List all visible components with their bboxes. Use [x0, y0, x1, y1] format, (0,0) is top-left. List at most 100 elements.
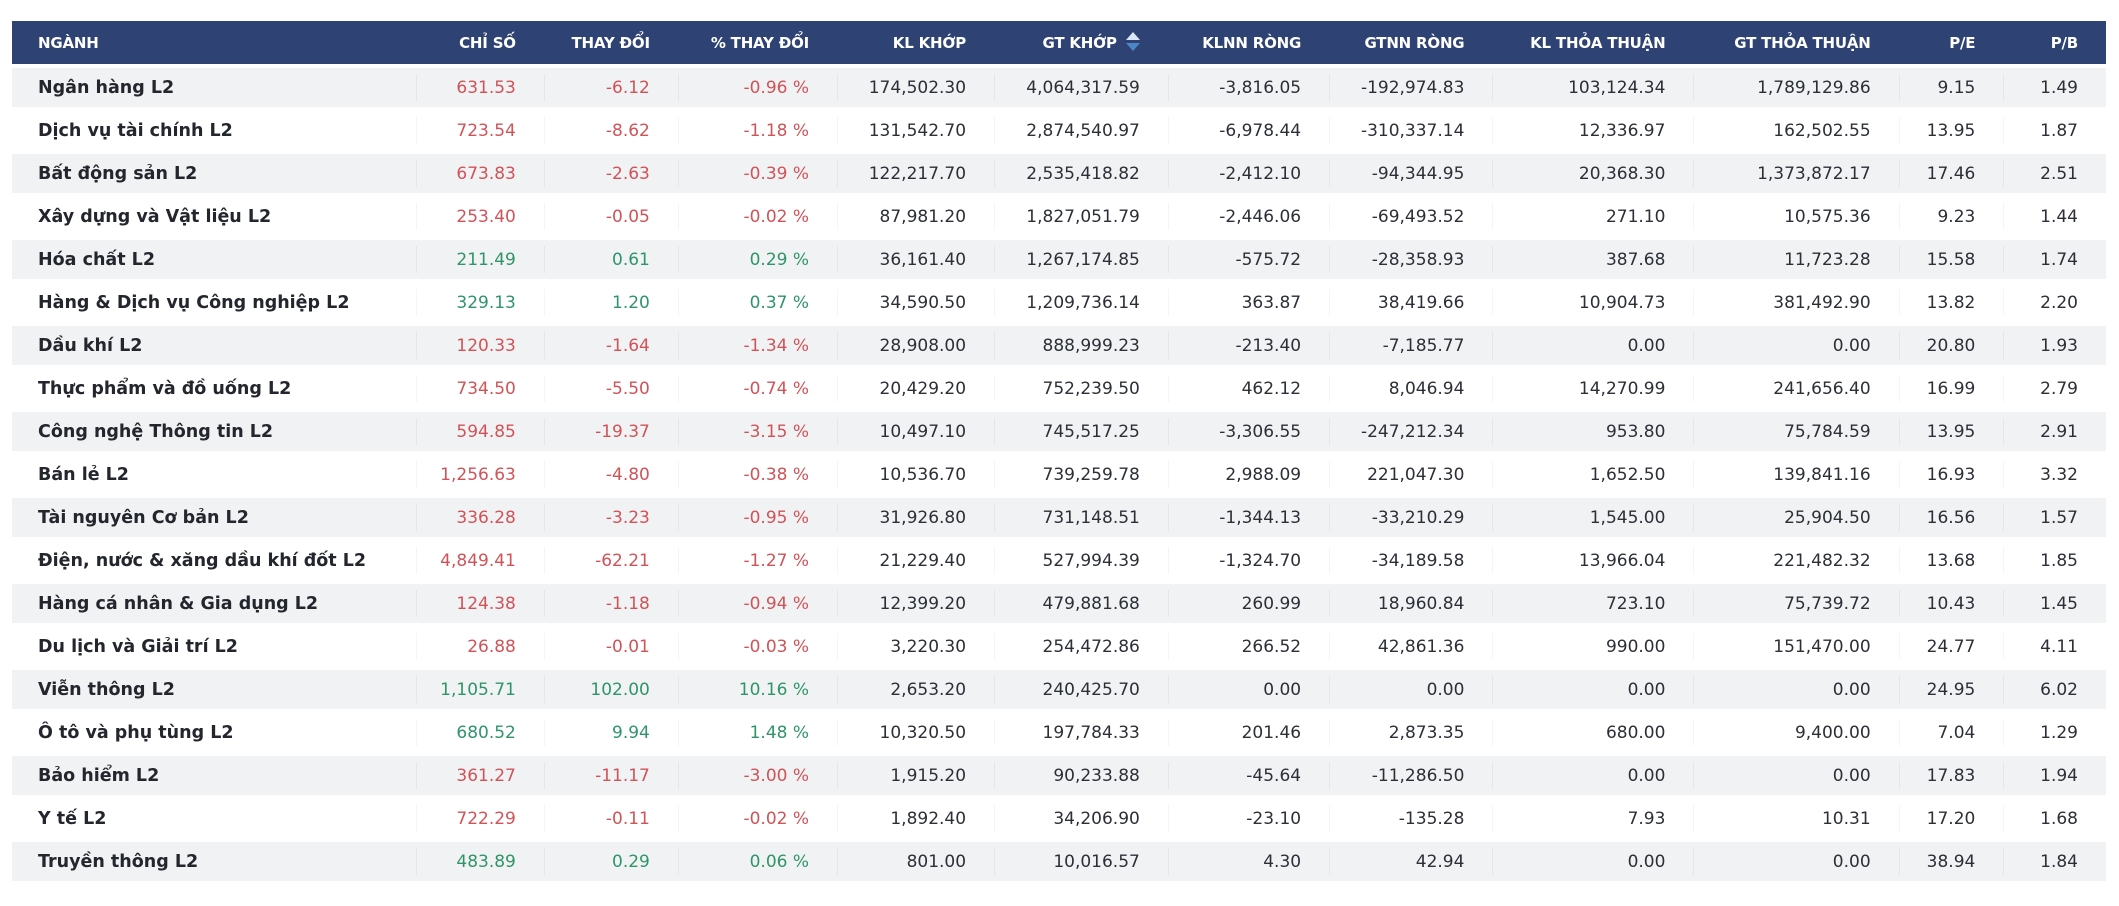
cell-nganh: Thực phẩm và đồ uống L2: [12, 367, 417, 412]
cell-kl-khop: 2,653.20: [837, 668, 995, 713]
table-row[interactable]: Ô tô và phụ tùng L2 680.52 9.94 1.48 % 10,32…: [12, 711, 2106, 756]
table-row[interactable]: Điện, nước & xăng dầu khí đốt L2 4,849.41…: [12, 539, 2106, 584]
sector-table: NGÀNH CHỈ SỐ THAY ĐỔI % THAY ĐỔI KL KHỚP…: [12, 21, 2106, 885]
cell-chi-so: 4,849.41: [416, 539, 544, 584]
col-header-kl-thoa-thuan[interactable]: KL THỎA THUẬN: [1492, 21, 1694, 68]
col-header-pct-thay-doi[interactable]: % THAY ĐỔI: [677, 21, 838, 68]
col-header-pb[interactable]: P/B: [2003, 21, 2106, 68]
cell-kl-khop: 10,536.70: [837, 453, 995, 498]
table-row[interactable]: Công nghệ Thông tin L2 594.85 -19.37 -3.15 …: [12, 410, 2106, 455]
table-row[interactable]: Du lịch và Giải trí L2 26.88 -0.01 -0.03 % 3…: [12, 625, 2106, 670]
sort-desc-icon: [1125, 43, 1140, 51]
cell-kl-thoa-thuan: 20,368.30: [1492, 152, 1694, 197]
sector-board: NGÀNH CHỈ SỐ THAY ĐỔI % THAY ĐỔI KL KHỚP…: [12, 21, 2106, 885]
col-header-pe[interactable]: P/E: [1898, 21, 2004, 68]
table-row[interactable]: Dầu khí L2 120.33 -1.64 -1.34 % 28,908.00 888…: [12, 324, 2106, 369]
cell-klnn-rong: -23.10: [1167, 797, 1330, 842]
cell-pe: 13.95: [1898, 410, 2004, 455]
table-row[interactable]: Bảo hiểm L2 361.27 -11.17 -3.00 % 1,915.20 90…: [12, 754, 2106, 799]
cell-nganh: Truyền thông L2: [12, 840, 417, 885]
cell-gtnn-rong: -135.28: [1329, 797, 1493, 842]
cell-pct-thay-doi: 10.16 %: [677, 668, 838, 713]
col-header-kl-khop[interactable]: KL KHỚP: [837, 21, 995, 68]
cell-nganh: Ô tô và phụ tùng L2: [12, 711, 417, 756]
cell-thay-doi: -1.64: [543, 324, 678, 369]
cell-kl-khop: 21,229.40: [837, 539, 995, 584]
table-row[interactable]: Y tế L2 722.29 -0.11 -0.02 % 1,892.40 34,206.…: [12, 797, 2106, 842]
cell-klnn-rong: 260.99: [1167, 582, 1330, 627]
cell-gt-khop: 739,259.78: [994, 453, 1168, 498]
cell-gt-thoa-thuan: 0.00: [1693, 324, 1899, 369]
cell-chi-so: 1,256.63: [416, 453, 544, 498]
table-row[interactable]: Truyền thông L2 483.89 0.29 0.06 % 801.00 10,…: [12, 840, 2106, 885]
cell-gt-thoa-thuan: 75,739.72: [1693, 582, 1899, 627]
col-header-label: GTNN RÒNG: [1364, 33, 1465, 52]
col-header-label: GT THỎA THUẬN: [1734, 33, 1871, 52]
col-header-thay-doi[interactable]: THAY ĐỔI: [543, 21, 678, 68]
cell-gt-khop: 479,881.68: [994, 582, 1168, 627]
cell-klnn-rong: -3,816.05: [1167, 66, 1330, 111]
col-header-klnn-rong[interactable]: KLNN RÒNG: [1167, 21, 1330, 68]
cell-thay-doi: -11.17: [543, 754, 678, 799]
table-row[interactable]: Bất động sản L2 673.83 -2.63 -0.39 % 122,217…: [12, 152, 2106, 197]
cell-kl-thoa-thuan: 1,652.50: [1492, 453, 1694, 498]
cell-chi-so: 483.89: [416, 840, 544, 885]
cell-gt-thoa-thuan: 1,373,872.17: [1693, 152, 1899, 197]
cell-thay-doi: 0.29: [543, 840, 678, 885]
table-row[interactable]: Tài nguyên Cơ bản L2 336.28 -3.23 -0.95 % 31…: [12, 496, 2106, 541]
col-header-label: % THAY ĐỔI: [710, 33, 810, 52]
cell-nganh: Viễn thông L2: [12, 668, 417, 713]
table-row[interactable]: Hóa chất L2 211.49 0.61 0.29 % 36,161.40 1,26…: [12, 238, 2106, 283]
cell-gt-khop: 254,472.86: [994, 625, 1168, 670]
cell-chi-so: 336.28: [416, 496, 544, 541]
cell-gt-khop: 1,209,736.14: [994, 281, 1168, 326]
table-row[interactable]: Hàng cá nhân & Gia dụng L2 124.38 -1.18 -0.…: [12, 582, 2106, 627]
cell-gtnn-rong: -310,337.14: [1329, 109, 1493, 154]
cell-chi-so: 722.29: [416, 797, 544, 842]
cell-pb: 2.51: [2003, 152, 2106, 197]
cell-klnn-rong: 0.00: [1167, 668, 1330, 713]
cell-gtnn-rong: 8,046.94: [1329, 367, 1493, 412]
cell-kl-thoa-thuan: 13,966.04: [1492, 539, 1694, 584]
cell-pct-thay-doi: -3.15 %: [677, 410, 838, 455]
cell-kl-thoa-thuan: 0.00: [1492, 668, 1694, 713]
col-header-label: CHỈ SỐ: [459, 33, 516, 52]
cell-pe: 16.93: [1898, 453, 2004, 498]
cell-chi-so: 1,105.71: [416, 668, 544, 713]
cell-pe: 24.77: [1898, 625, 2004, 670]
cell-thay-doi: -5.50: [543, 367, 678, 412]
col-header-nganh[interactable]: NGÀNH: [12, 21, 417, 68]
table-row[interactable]: Ngân hàng L2 631.53 -6.12 -0.96 % 174,502.30…: [12, 66, 2106, 111]
cell-gt-thoa-thuan: 9,400.00: [1693, 711, 1899, 756]
cell-thay-doi: -3.23: [543, 496, 678, 541]
cell-gt-thoa-thuan: 221,482.32: [1693, 539, 1899, 584]
cell-gtnn-rong: -7,185.77: [1329, 324, 1493, 369]
col-header-chi-so[interactable]: CHỈ SỐ: [416, 21, 544, 68]
table-row[interactable]: Dịch vụ tài chính L2 723.54 -8.62 -1.18 % 13…: [12, 109, 2106, 154]
table-row[interactable]: Viễn thông L2 1,105.71 102.00 10.16 % 2,653.…: [12, 668, 2106, 713]
cell-pe: 24.95: [1898, 668, 2004, 713]
col-header-gt-thoa-thuan[interactable]: GT THỎA THUẬN: [1693, 21, 1899, 68]
cell-kl-khop: 1,915.20: [837, 754, 995, 799]
cell-chi-so: 723.54: [416, 109, 544, 154]
cell-pb: 1.93: [2003, 324, 2106, 369]
cell-gt-thoa-thuan: 0.00: [1693, 754, 1899, 799]
cell-kl-khop: 801.00: [837, 840, 995, 885]
cell-gt-khop: 745,517.25: [994, 410, 1168, 455]
cell-gt-khop: 1,267,174.85: [994, 238, 1168, 283]
cell-pb: 1.94: [2003, 754, 2106, 799]
table-row[interactable]: Hàng & Dịch vụ Công nghiệp L2 329.13 1.20 0…: [12, 281, 2106, 326]
cell-pct-thay-doi: -0.38 %: [677, 453, 838, 498]
col-header-label: KLNN RÒNG: [1202, 33, 1302, 52]
cell-klnn-rong: 2,988.09: [1167, 453, 1330, 498]
table-row[interactable]: Bán lẻ L2 1,256.63 -4.80 -0.38 % 10,536.70 73…: [12, 453, 2106, 498]
table-row[interactable]: Xây dựng và Vật liệu L2 253.40 -0.05 -0.02 …: [12, 195, 2106, 240]
cell-nganh: Hàng cá nhân & Gia dụng L2: [12, 582, 417, 627]
col-header-gt-khop[interactable]: GT KHỚP: [994, 21, 1168, 68]
cell-pb: 1.87: [2003, 109, 2106, 154]
table-row[interactable]: Thực phẩm và đồ uống L2 734.50 -5.50 -0.74 …: [12, 367, 2106, 412]
cell-pb: 1.84: [2003, 840, 2106, 885]
cell-pb: 2.79: [2003, 367, 2106, 412]
col-header-gtnn-rong[interactable]: GTNN RÒNG: [1329, 21, 1493, 68]
cell-pct-thay-doi: -0.02 %: [677, 797, 838, 842]
